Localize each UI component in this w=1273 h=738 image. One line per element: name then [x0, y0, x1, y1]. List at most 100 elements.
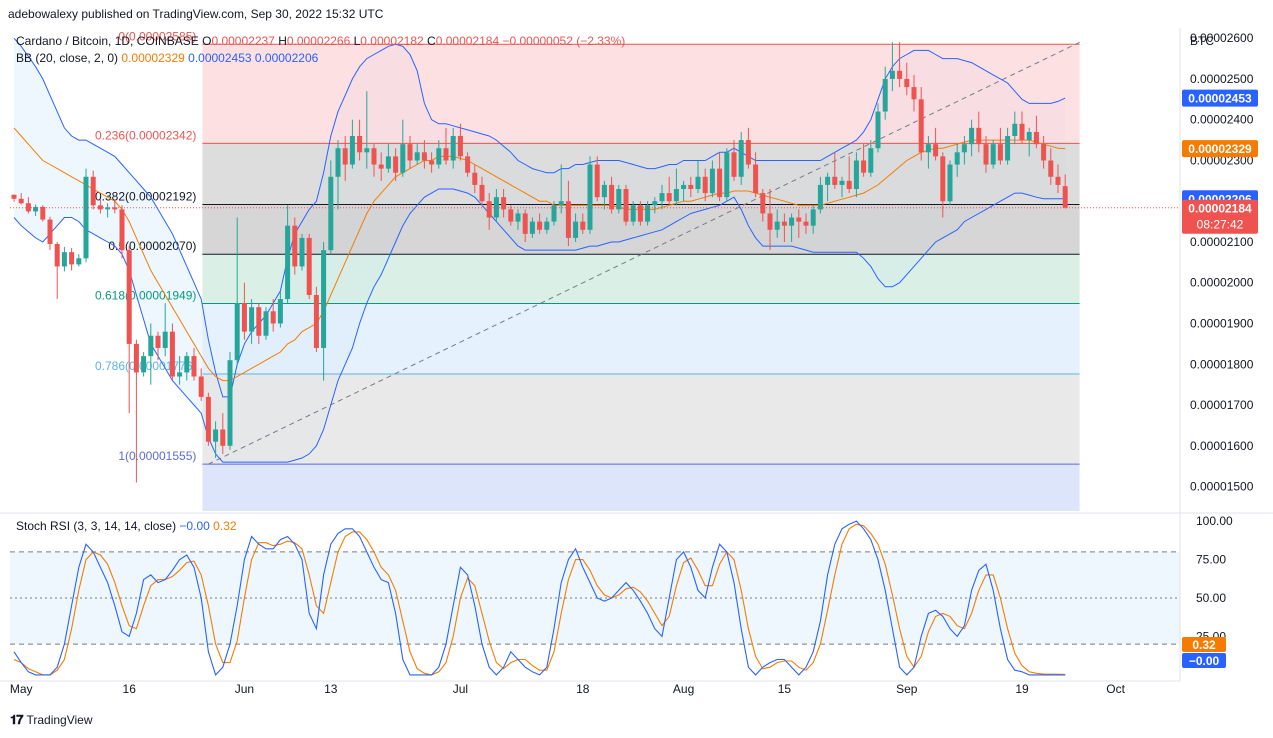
candle-body [897, 70, 903, 79]
candle [270, 299, 276, 332]
bb-upper-line [13, 37, 1066, 398]
candle [781, 213, 787, 242]
candle [220, 413, 226, 454]
candle [472, 164, 478, 194]
candle [839, 176, 845, 198]
candle-body [918, 99, 924, 153]
stoch-rsi-pane [10, 520, 1180, 676]
candle-body [443, 148, 449, 161]
candle-body [69, 252, 75, 265]
candle-body [796, 217, 802, 222]
candle-body [393, 156, 399, 173]
candle-body [1033, 131, 1039, 145]
candle-body [616, 189, 622, 210]
candle-body [457, 136, 463, 157]
bb-basis-value: 0.00002329 [121, 51, 185, 65]
candle-body [558, 201, 564, 206]
stoch-badge-bg [1182, 653, 1226, 668]
candle-body [47, 219, 53, 245]
candle-body [551, 205, 557, 222]
candle [695, 160, 701, 194]
candle-body [205, 396, 211, 442]
candle [105, 203, 111, 218]
candle [69, 248, 75, 271]
candle [897, 42, 903, 88]
fib-level-label: 0.618(0.00001949) [95, 289, 196, 303]
candle-body [544, 221, 550, 230]
candle-body [364, 148, 370, 153]
candle [846, 156, 852, 194]
candle-body [169, 331, 175, 377]
candle-body [191, 356, 197, 377]
candle-body [1026, 131, 1032, 141]
candle [1026, 127, 1032, 157]
candle-body [753, 164, 759, 194]
candle [954, 144, 960, 177]
candle-body [904, 78, 910, 88]
price-pane: 0(0.00002585) 0.236(0.00002342) 0.382(0.00… [10, 29, 1180, 511]
candle [753, 152, 759, 198]
candle-body [241, 303, 247, 332]
candle-body [940, 156, 946, 202]
candle [18, 193, 24, 205]
candle-body [299, 237, 305, 267]
candle [162, 303, 168, 357]
open-value: 0.00002237 [211, 34, 275, 48]
stoch-k-line [13, 520, 1066, 676]
candle-body [76, 258, 82, 265]
candle-body [306, 237, 312, 295]
candle [61, 246, 67, 272]
candle-body [40, 206, 46, 220]
candle-body [961, 144, 967, 153]
stoch-tick-label: 75.00 [1196, 553, 1226, 567]
price-badge: 0.00002329 [1182, 140, 1258, 158]
candle-body [990, 144, 996, 165]
candle [249, 299, 255, 344]
candle [47, 216, 53, 251]
candle-body [666, 193, 672, 202]
candle [184, 352, 190, 381]
candle [652, 197, 658, 214]
candle [285, 205, 291, 304]
fib-level-label: 0.5(0.00002070) [108, 239, 196, 253]
stoch-badge-text: 0.32 [1192, 638, 1216, 652]
candle [191, 347, 197, 381]
candle-body [717, 168, 723, 198]
candle-body [997, 144, 1003, 161]
candle [54, 241, 60, 300]
candle-body [846, 180, 852, 189]
candle-body [436, 148, 442, 165]
bb-lower-line [13, 188, 1066, 463]
candle-body [681, 184, 687, 189]
candle [400, 119, 406, 177]
candle-body [141, 356, 147, 373]
candle-body [162, 331, 168, 348]
price-tick-label: 0.00001900 [1190, 317, 1254, 331]
candle-body [709, 168, 715, 194]
candle-body [630, 205, 636, 222]
candle-body [1012, 123, 1018, 137]
time-tick-label: Jul [453, 682, 468, 696]
footer: 𝟏𝟕 TradingView [10, 712, 93, 728]
candle [1005, 127, 1011, 165]
candle-body [54, 244, 60, 267]
candle-body [760, 193, 766, 214]
stoch-tick-label: 50.00 [1196, 591, 1226, 605]
candle [1048, 148, 1054, 185]
candle [342, 136, 348, 181]
candle-body [954, 152, 960, 165]
high-value: 0.00002266 [286, 34, 351, 48]
candle-body [1055, 176, 1061, 185]
price-tick-label: 0.00001500 [1190, 480, 1254, 494]
candle [623, 184, 629, 226]
candle-body [537, 221, 543, 230]
candle [148, 323, 154, 385]
candle-body [508, 209, 514, 222]
candle [853, 152, 859, 198]
candle [961, 136, 967, 165]
candle-body [61, 252, 67, 267]
candle [465, 152, 471, 177]
candle-body [789, 217, 795, 226]
price-tick-label: 0.00001700 [1190, 398, 1254, 412]
